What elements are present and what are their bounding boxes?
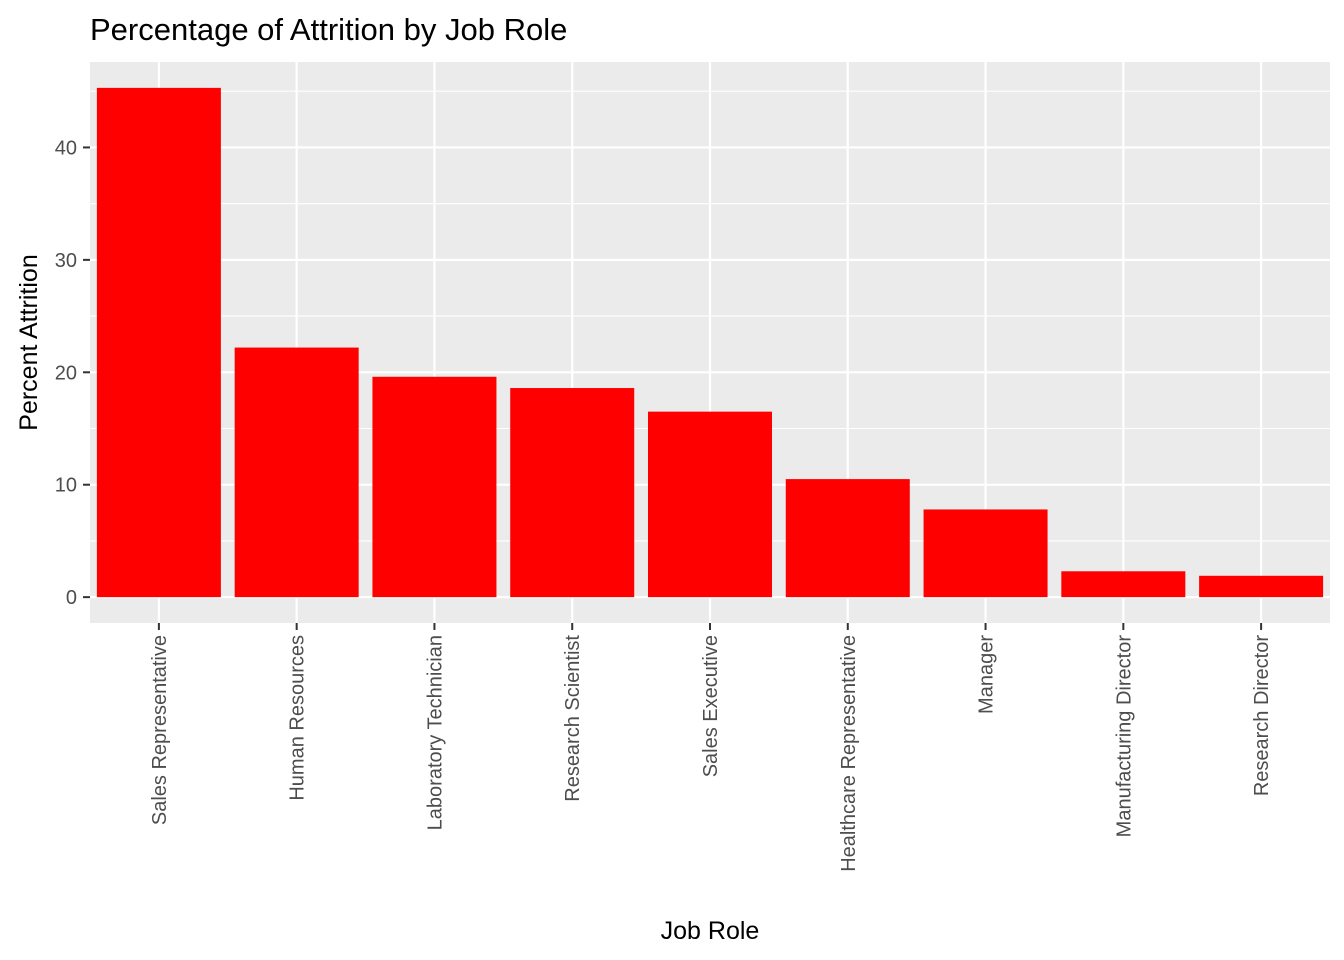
bar <box>923 509 1048 598</box>
x-axis: Sales Representative Human Resources Labor… <box>149 623 1273 872</box>
y-tick-label: 20 <box>55 362 77 384</box>
y-tick-label: 0 <box>66 587 77 609</box>
y-tick-label: 30 <box>55 250 77 272</box>
chart-title: Percentage of Attrition by Job Role <box>90 12 567 47</box>
x-tick-label: Research Director <box>1251 635 1273 797</box>
y-axis: 0 10 20 30 40 <box>55 137 90 609</box>
x-axis-title: Job Role <box>661 917 760 945</box>
bar <box>234 347 359 598</box>
x-tick-label: Healthcare Representative <box>838 635 860 872</box>
bar <box>785 479 910 598</box>
x-tick-label: Manager <box>976 635 998 714</box>
y-tick-label: 40 <box>55 137 77 159</box>
bar <box>648 411 772 598</box>
bar <box>510 388 635 598</box>
y-axis-title: Percent Attrition <box>15 254 43 430</box>
x-tick-label: Human Resources <box>287 635 309 801</box>
x-tick-label: Research Scientist <box>562 635 584 802</box>
bar <box>96 87 221 598</box>
x-tick-label: Sales Representative <box>149 635 171 825</box>
x-tick-label: Manufacturing Director <box>1113 635 1135 838</box>
bar <box>1199 575 1324 598</box>
bar <box>372 376 497 598</box>
bar <box>1061 571 1186 598</box>
y-tick-label: 10 <box>55 475 77 497</box>
bars <box>96 87 1324 598</box>
x-tick-label: Sales Executive <box>700 635 722 777</box>
x-tick-label: Laboratory Technician <box>424 635 446 830</box>
